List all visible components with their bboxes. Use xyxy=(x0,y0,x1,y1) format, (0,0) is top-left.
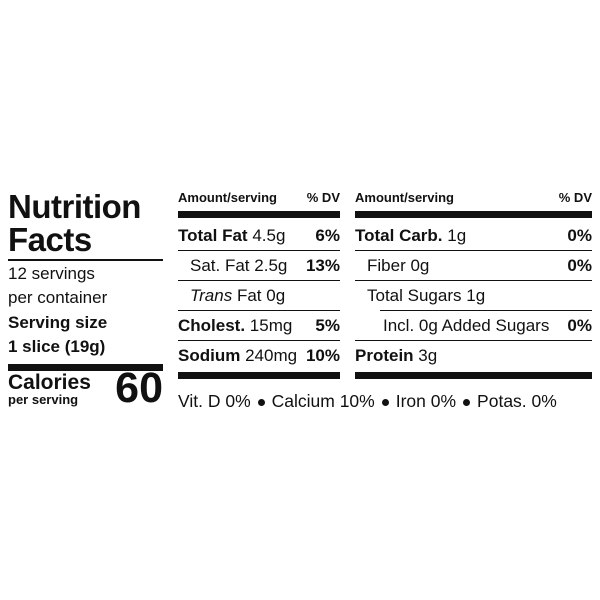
rule xyxy=(178,372,340,379)
nutrient-amount: 1g xyxy=(447,226,467,245)
daily-value: 13% xyxy=(305,256,340,275)
nutrient-amount: 0g xyxy=(266,286,286,305)
nutrient-amount: 240mg xyxy=(245,346,298,365)
nutrient-row: Sat. Fat 2.5g 13% xyxy=(178,251,340,281)
rule xyxy=(8,364,163,371)
rule xyxy=(355,211,592,218)
header: Amount/serving xyxy=(355,190,454,205)
footer-item: Potas. 0% xyxy=(477,391,557,411)
nutrient-label: Protein xyxy=(355,346,414,365)
daily-value: 0% xyxy=(567,256,592,275)
nutrient-label: Cholest. xyxy=(178,316,246,335)
calories-value: 60 xyxy=(115,364,163,412)
nutrient: Fiber 0g xyxy=(367,251,429,281)
serving-size: 1 slice (19g) xyxy=(8,337,106,356)
daily-value: 0% xyxy=(567,226,592,245)
bullet xyxy=(381,398,389,406)
nutrient-label-italic: Trans xyxy=(190,286,233,305)
nutrient-amount: 0g xyxy=(410,256,430,275)
bullet xyxy=(257,398,265,406)
nutrient-label: Total Carb. xyxy=(355,226,443,245)
nutrient: Incl. 0g Added Sugars xyxy=(383,311,549,341)
title-line: Nutrition xyxy=(8,188,141,225)
nutrient-row: Total Fat 4.5g 6% xyxy=(178,221,340,251)
nutrient-row: Total Sugars 1g xyxy=(355,281,592,311)
nutrient-label: Sodium xyxy=(178,346,241,365)
nutrient-row: Fiber 0g 0% xyxy=(355,251,592,281)
daily-value: 5% xyxy=(315,316,340,335)
daily-value: 10% xyxy=(305,346,340,365)
nutrient: Protein 3g xyxy=(355,341,437,371)
rule xyxy=(8,259,163,261)
rule xyxy=(178,280,340,282)
nutrient-amount: 4.5g xyxy=(252,226,286,245)
nutrient-label: Sat. Fat xyxy=(190,256,250,275)
rule xyxy=(355,250,592,252)
rule xyxy=(178,211,340,218)
servings: per container xyxy=(8,288,108,307)
footer-item: Calcium 10% xyxy=(271,391,375,411)
header: % DV xyxy=(558,190,592,205)
daily-value: 0% xyxy=(567,316,592,335)
nutrient-label: Total Fat xyxy=(178,226,248,245)
title-line: Facts xyxy=(8,221,92,258)
rule xyxy=(178,310,340,312)
nutrient: Cholest. 15mg xyxy=(178,311,292,341)
nutrient-row: Cholest. 15mg 5% xyxy=(178,311,340,341)
nutrient-row: Incl. 0g Added Sugars 0% xyxy=(355,311,592,341)
nutrient: Trans Fat 0g xyxy=(190,281,285,311)
rule xyxy=(355,280,592,282)
header: Amount/serving xyxy=(178,190,277,205)
nutrient-label: Fat xyxy=(236,286,262,305)
rule xyxy=(178,250,340,252)
daily-value: 6% xyxy=(315,226,340,245)
footer: Vit. D 0% Calcium 10% Iron 0% Potas. 0% xyxy=(178,389,557,413)
nutrient-row: Sodium 240mg 10% xyxy=(178,341,340,371)
servings: 12 servings xyxy=(8,264,95,283)
column: Amount/serving % DV Total Fat 4.5g 6% Sat. F… xyxy=(178,188,340,388)
footer-item: Iron 0% xyxy=(395,391,457,411)
calories-sublabel: per serving xyxy=(8,392,79,407)
nutrient-row: Total Carb. 1g 0% xyxy=(355,221,592,251)
nutrient-label: Fiber xyxy=(367,256,406,275)
nutrient-amount: 2.5g xyxy=(254,256,288,275)
calories-label: Calories xyxy=(8,371,91,394)
column: Amount/serving% DV Total Carb. 1g 0% Fiber … xyxy=(355,188,592,388)
nutrient-amount: 1g xyxy=(466,286,486,305)
nutrient: Total Carb. 1g xyxy=(355,221,466,251)
nutrient: Sodium 240mg xyxy=(178,341,297,371)
nutrient: Sat. Fat 2.5g xyxy=(190,251,287,281)
nutrient-label: Total Sugars xyxy=(367,286,462,305)
bullet xyxy=(463,398,471,406)
nutrient-amount: 15mg xyxy=(249,316,293,335)
nutrient-row: Protein 3g xyxy=(355,341,592,371)
rule xyxy=(355,340,592,342)
nutrient-row: Trans Fat 0g xyxy=(178,281,340,311)
rule xyxy=(178,340,340,342)
header: % DV xyxy=(306,190,340,205)
serving-size: Serving size xyxy=(8,313,108,332)
nutrient-label: Incl. 0g Added Sugars xyxy=(383,316,550,335)
rule xyxy=(380,310,592,312)
rule xyxy=(355,372,592,379)
nutrient: Total Fat 4.5g xyxy=(178,221,285,251)
nutrient: Total Sugars 1g xyxy=(367,281,485,311)
nutrient-amount: 3g xyxy=(418,346,438,365)
footer-item: Vit. D 0% xyxy=(178,391,251,411)
